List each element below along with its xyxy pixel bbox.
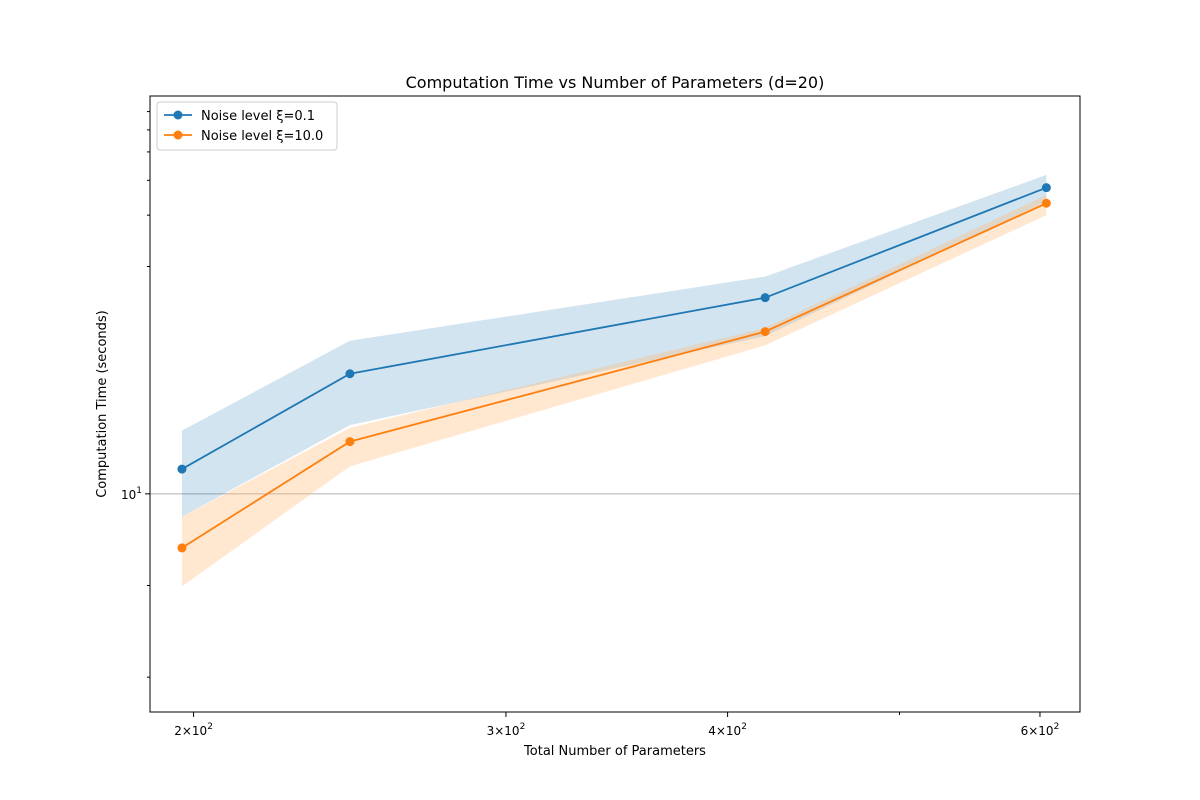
x-axis-label: Total Number of Parameters [523,744,706,759]
data-point-series-2 [760,327,770,337]
data-point-series-1 [1041,183,1051,193]
data-point-series-1 [760,293,770,303]
series-line-2 [181,202,1047,549]
data-point-series-2 [177,543,187,553]
legend-box [156,101,338,151]
plot-frame [149,95,1081,713]
data-point-series-2 [1041,198,1051,208]
legend-marker-series-2 [173,130,183,140]
data-point-series-1 [177,464,187,474]
x-tick-label: 4×102 [708,722,747,738]
data-point-series-1 [345,369,355,379]
x-tick-label: 2×102 [174,722,213,738]
x-tick-label: 6×102 [1021,722,1060,738]
legend: Noise level ξ=0.1 Noise level ξ=10.0 [156,101,338,151]
legend-marker-series-1 [173,110,183,120]
series-line-1 [181,186,1047,470]
y-axis-label: Computation Time (seconds) [95,310,110,498]
x-tick-label: 3×102 [487,722,526,738]
plot-area [150,174,1080,587]
legend-label-series-1: Noise level ξ=0.1 [201,109,315,124]
y-tick-label: 101 [121,486,142,502]
legend-label-series-2: Noise level ξ=10.0 [201,129,323,144]
chart-title: Computation Time vs Number of Parameters… [406,73,825,92]
confidence-band-series-1 [181,174,1047,517]
data-point-series-2 [345,437,355,447]
